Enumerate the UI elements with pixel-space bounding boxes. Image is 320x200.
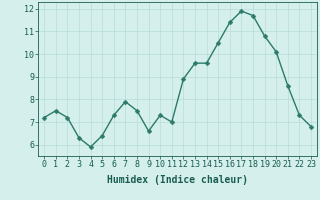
X-axis label: Humidex (Indice chaleur): Humidex (Indice chaleur)	[107, 175, 248, 185]
